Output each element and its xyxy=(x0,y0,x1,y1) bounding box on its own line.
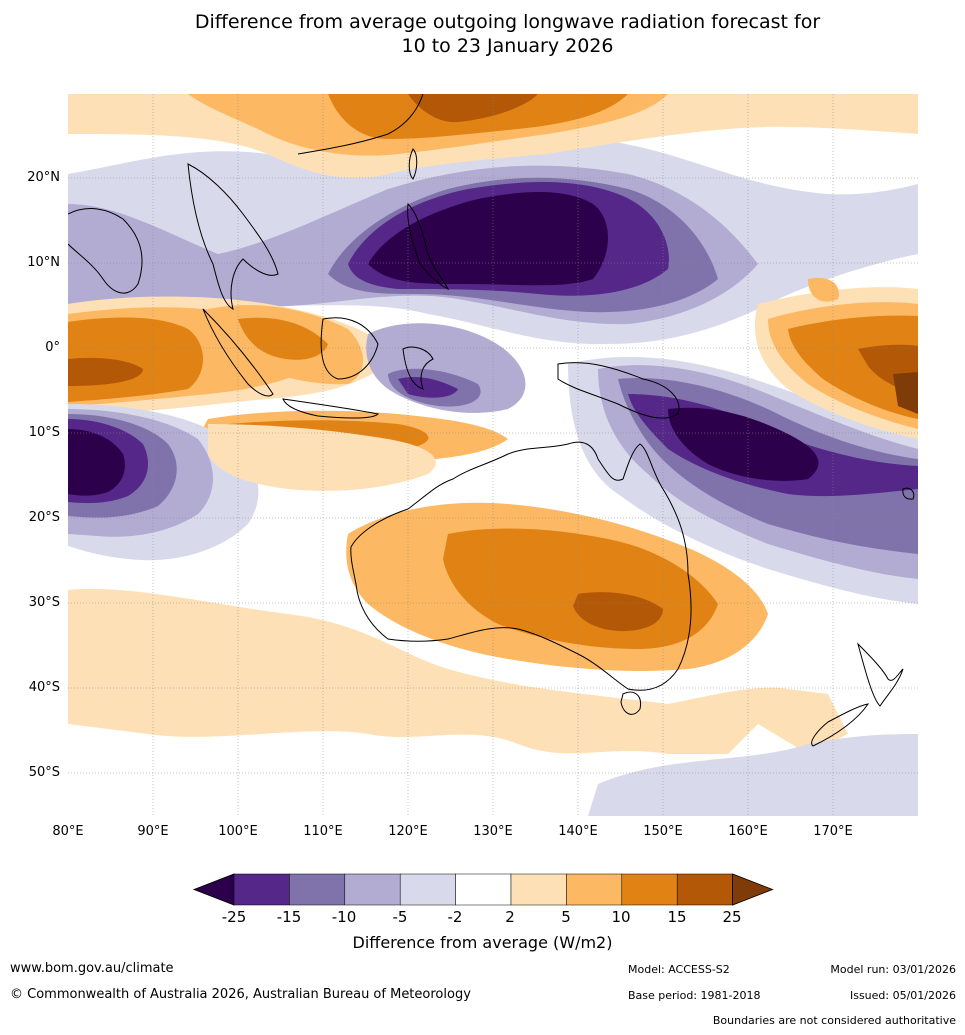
title-line-2: 10 to 23 January 2026 xyxy=(401,35,614,57)
colorbar-label-5: 5 xyxy=(561,908,571,926)
copyright-text: © Commonwealth of Australia 2026, Austra… xyxy=(10,987,471,1002)
lon-label-170e: 170°E xyxy=(813,824,853,839)
website-link[interactable]: www.bom.gov.au/climate xyxy=(10,961,174,976)
lat-label-40s: 40°S xyxy=(28,680,60,695)
colorbar-segments xyxy=(192,873,774,906)
lon-label-120e: 120°E xyxy=(388,824,428,839)
sumatra-coast xyxy=(202,308,274,397)
lat-label-10n: 10°N xyxy=(27,255,60,270)
borneo-coast xyxy=(320,317,379,380)
nw-australia-orange xyxy=(208,424,436,491)
lon-label-110e: 110°E xyxy=(303,824,343,839)
colorbar-label-m2: -2 xyxy=(447,908,463,926)
taiwan-coast xyxy=(408,148,418,180)
sumatra-borneo-orange-2 xyxy=(238,317,328,360)
chart-title: Difference from average outgoing longwav… xyxy=(0,10,965,58)
colorbar-title: Difference from average (W/m2) xyxy=(352,933,613,952)
australia-coast xyxy=(350,441,692,691)
fiji-coast xyxy=(902,487,915,500)
disclaimer-text: Boundaries are not considered authoritat… xyxy=(712,1014,956,1027)
coastlines xyxy=(68,94,915,747)
lon-label-130e: 130°E xyxy=(473,824,513,839)
new-guinea-coast xyxy=(557,362,680,419)
eio-purple-core xyxy=(68,429,125,496)
colorbar-label-m25: -25 xyxy=(221,908,247,926)
colorbar-segment xyxy=(289,873,346,906)
china-coast xyxy=(297,94,424,155)
cp-orange-5 xyxy=(893,372,918,414)
australia-orange-3 xyxy=(573,592,663,632)
colorbar-label-10: 10 xyxy=(611,908,631,926)
colorbar-segment xyxy=(676,873,733,906)
model-text: Model: ACCESS-S2 xyxy=(628,963,730,976)
new-zealand-north xyxy=(857,642,904,707)
southern-ocean-light-orange xyxy=(68,588,848,754)
colorbar-segment xyxy=(344,873,401,906)
lat-label-0: 0° xyxy=(45,340,60,355)
lon-label-160e: 160°E xyxy=(728,824,768,839)
title-line-1: Difference from average outgoing longwav… xyxy=(194,11,821,33)
colorbar-label-2: 2 xyxy=(505,908,515,926)
sp-purple-core xyxy=(668,407,819,481)
nw-pacific-core xyxy=(368,192,608,286)
cp-orange-3 xyxy=(788,315,918,419)
philippines-coast xyxy=(407,202,450,291)
lon-label-80e: 80°E xyxy=(52,824,84,839)
indochina-coast xyxy=(187,163,279,310)
colorbar-label-25: 25 xyxy=(722,908,742,926)
map-canvas xyxy=(68,94,918,816)
sulawesi-coast xyxy=(402,346,434,390)
lon-label-140e: 140°E xyxy=(558,824,598,839)
colorbar-label-m10: -10 xyxy=(331,908,357,926)
colorbar-segment xyxy=(510,873,567,906)
china-orange-4 xyxy=(408,94,538,123)
colorbar-segment xyxy=(399,873,456,906)
java-coast xyxy=(282,398,380,419)
lat-label-10s: 10°S xyxy=(28,425,60,440)
cp-orange-small xyxy=(808,277,839,302)
colorbar-segment xyxy=(455,873,512,906)
colorbar-segment xyxy=(233,873,290,906)
colorbar-arrow-high xyxy=(732,873,774,906)
base-period-text: Base period: 1981-2018 xyxy=(628,989,761,1002)
issued-text: Issued: 05/01/2026 xyxy=(849,989,956,1002)
lon-label-150e: 150°E xyxy=(643,824,683,839)
lon-label-100e: 100°E xyxy=(218,824,258,839)
lat-label-20s: 20°S xyxy=(28,510,60,525)
southern-ocean-light-purple xyxy=(588,734,918,816)
lon-label-90e: 90°E xyxy=(137,824,169,839)
colorbar-label-m5: -5 xyxy=(392,908,408,926)
colorbar-segment xyxy=(621,873,678,906)
model-run-text: Model run: 03/01/2026 xyxy=(830,963,956,976)
lat-label-30s: 30°S xyxy=(28,595,60,610)
india-coast xyxy=(68,208,143,294)
lat-label-50s: 50°S xyxy=(28,765,60,780)
tasmania-coast xyxy=(620,691,642,715)
io-equatorial-orange-4 xyxy=(68,357,143,386)
colorbar-label-15: 15 xyxy=(667,908,687,926)
colorbar-arrow-low xyxy=(192,873,235,906)
colorbar xyxy=(192,873,774,906)
colorbar-segment xyxy=(566,873,623,906)
colorbar-label-m15: -15 xyxy=(276,908,302,926)
lat-label-20n: 20°N xyxy=(27,170,60,185)
olr-anomaly-map xyxy=(68,94,918,816)
new-zealand-south xyxy=(811,703,870,747)
